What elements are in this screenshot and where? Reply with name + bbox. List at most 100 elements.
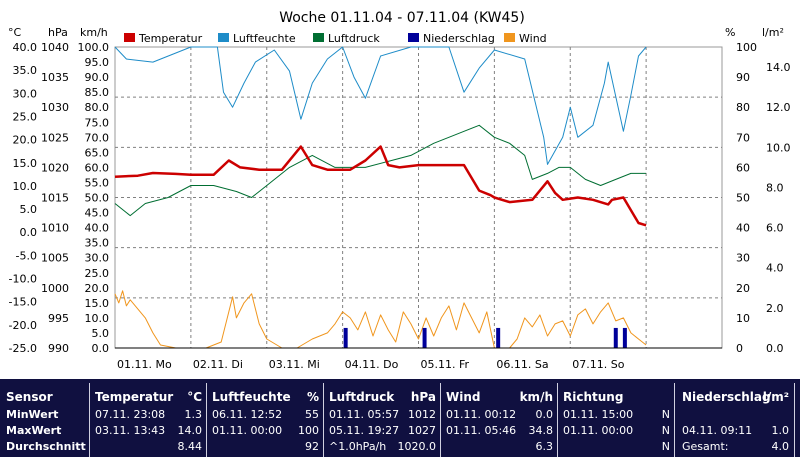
wind-tick-label: 65.0 [85, 146, 110, 159]
legend-swatch-luftfeuchte [218, 33, 229, 42]
legend-swatch-luftdruck [313, 33, 324, 42]
x-tick-label: 02.11. Di [193, 358, 243, 371]
temp-tick-label: -20.0 [9, 319, 37, 332]
humidity-tick-label: 40 [736, 222, 750, 235]
stats-luftfeuchte-title: Luftfeuchte [212, 390, 291, 404]
axis-ticks: 40.0 35.0 30.0 25.0 20.0 15.0 10.0 5.0 0.0 -5.0 -1… [9, 41, 791, 371]
stats-wind-min-value: 0.0 [535, 408, 554, 421]
temp-tick-label: 30.0 [13, 87, 38, 100]
temp-tick-label: 35.0 [13, 64, 38, 77]
rain-bar [496, 327, 501, 348]
stats-wind-avg: 6.3 [535, 440, 554, 453]
stats-sensor: Sensor MinWert MaxWert Durchschnitt [6, 384, 90, 457]
stats-richtung-min-value: N [661, 408, 670, 421]
pressure-tick-label: 1015 [41, 192, 69, 205]
rain-bar [343, 327, 348, 348]
pressure-axis-unit: hPa [48, 26, 68, 39]
pressure-tick-label: 1020 [41, 161, 69, 174]
wind-tick-label: 5.0 [92, 327, 110, 340]
stats-luftfeuchte-min-time: 06.11. 12:52 [212, 408, 283, 421]
wind-tick-label: 50.0 [85, 192, 110, 205]
temp-tick-label: 25.0 [13, 110, 38, 123]
pressure-tick-label: 1005 [41, 252, 69, 265]
legend: Temperatur Luftfeuchte Luftdruck Nieders… [124, 32, 547, 45]
stats-temperatur-max-value: 14.0 [177, 424, 203, 437]
wind-tick-label: 90.0 [85, 71, 110, 84]
pressure-tick-label: 1025 [41, 131, 69, 144]
rain-bar [613, 327, 618, 348]
stats-temperatur-min-time: 07.11. 23:08 [95, 408, 166, 421]
x-tick-label: 01.11. Mo [117, 358, 172, 371]
pressure-tick-label: 990 [48, 342, 69, 355]
humidity-tick-label: 0 [736, 342, 743, 355]
separator [674, 383, 675, 457]
temp-tick-label: 15.0 [13, 157, 38, 170]
stats-luftdruck: Luftdruck hPa 01.11. 05:57 1012 05.11. 19:… [324, 384, 440, 457]
stats-richtung-title: Richtung [563, 390, 624, 404]
stats-temperatur-avg: 8.44 [177, 440, 203, 453]
wind-tick-label: 35.0 [85, 237, 110, 250]
wind-tick-label: 100.0 [78, 41, 110, 54]
wind-tick-label: 30.0 [85, 252, 110, 265]
rain-tick-label: 12.0 [766, 101, 791, 114]
stats-niederschlag-unit: l/m² [762, 390, 789, 404]
stats-temperatur-min-value: 1.3 [184, 408, 203, 421]
wind-tick-label: 0.0 [92, 342, 110, 355]
humidity-tick-label: 70 [736, 131, 750, 144]
stats-luftfeuchte-unit: % [306, 390, 319, 404]
rain-tick-label: 10.0 [766, 141, 791, 154]
stats-luftfeuchte-min-value: 55 [305, 408, 319, 421]
x-tick-label: 05.11. Fr [421, 358, 470, 371]
humidity-tick-label: 30 [736, 252, 750, 265]
separator [794, 383, 795, 457]
rain-bar [422, 327, 427, 348]
x-tick-label: 04.11. Do [345, 358, 399, 371]
rain-bar [622, 327, 627, 348]
humidity-axis-unit: % [725, 26, 735, 39]
humidity-tick-label: 50 [736, 192, 750, 205]
wind-tick-label: 95.0 [85, 56, 110, 69]
wind-tick-label: 45.0 [85, 207, 110, 220]
legend-label-luftdruck: Luftdruck [328, 32, 380, 45]
stats-niederschlag: Niederschlag l/m² 04.11. 09:11 1.0 Gesamt:… [675, 384, 793, 457]
wind-tick-label: 10.0 [85, 312, 110, 325]
stats-niederschlag-max-value: 1.0 [771, 424, 790, 437]
stats-temperatur-unit: °C [187, 390, 202, 404]
x-tick-label: 06.11. Sa [496, 358, 548, 371]
temp-tick-label: -10.0 [9, 273, 37, 286]
stats-richtung-min-time: 01.11. 15:00 [563, 408, 634, 421]
x-tick-label: 07.11. So [572, 358, 624, 371]
rain-axis-unit: l/m² [762, 26, 784, 39]
wind-tick-label: 55.0 [85, 176, 110, 189]
separator [323, 383, 324, 457]
wind-tick-label: 40.0 [85, 222, 110, 235]
wind-tick-label: 15.0 [85, 297, 110, 310]
pressure-tick-label: 1035 [41, 71, 69, 84]
rain-tick-label: 8.0 [766, 181, 784, 194]
temp-tick-label: -15.0 [9, 296, 37, 309]
chart-title: Woche 01.11.04 - 07.11.04 (KW45) [279, 10, 525, 26]
temp-axis-unit: °C [8, 26, 22, 39]
separator [440, 383, 441, 457]
x-tick-label: 03.11. Mi [269, 358, 320, 371]
wind-tick-label: 20.0 [85, 282, 110, 295]
humidity-tick-label: 90 [736, 71, 750, 84]
stats-luftdruck-max-value: 1027 [408, 424, 436, 437]
stats-luftdruck-min-value: 1012 [408, 408, 436, 421]
stats-niederschlag-total: 4.0 [771, 440, 790, 453]
rain-tick-label: 2.0 [766, 302, 784, 315]
rain-tick-label: 6.0 [766, 222, 784, 235]
stats-luftdruck-unit: hPa [410, 390, 436, 404]
wind-tick-label: 85.0 [85, 86, 110, 99]
wind-tick-label: 25.0 [85, 267, 110, 280]
stats-luftfeuchte-avg: 92 [305, 440, 319, 453]
stats-niederschlag-max-time: 04.11. 09:11 [682, 424, 753, 437]
stats-temperatur-max-time: 03.11. 13:43 [95, 424, 166, 437]
stats-wind: Wind km/h 01.11. 00:12 0.0 01.11. 05:46 34.… [441, 384, 557, 457]
stats-luftfeuchte: Luftfeuchte% 06.11. 12:52 55 01.11. 00:00… [207, 384, 323, 457]
pressure-tick-label: 1000 [41, 282, 69, 295]
stats-luftfeuchte-max-time: 01.11. 00:00 [212, 424, 283, 437]
separator [89, 383, 90, 457]
legend-label-wind: Wind [519, 32, 547, 45]
wind-tick-label: 70.0 [85, 131, 110, 144]
